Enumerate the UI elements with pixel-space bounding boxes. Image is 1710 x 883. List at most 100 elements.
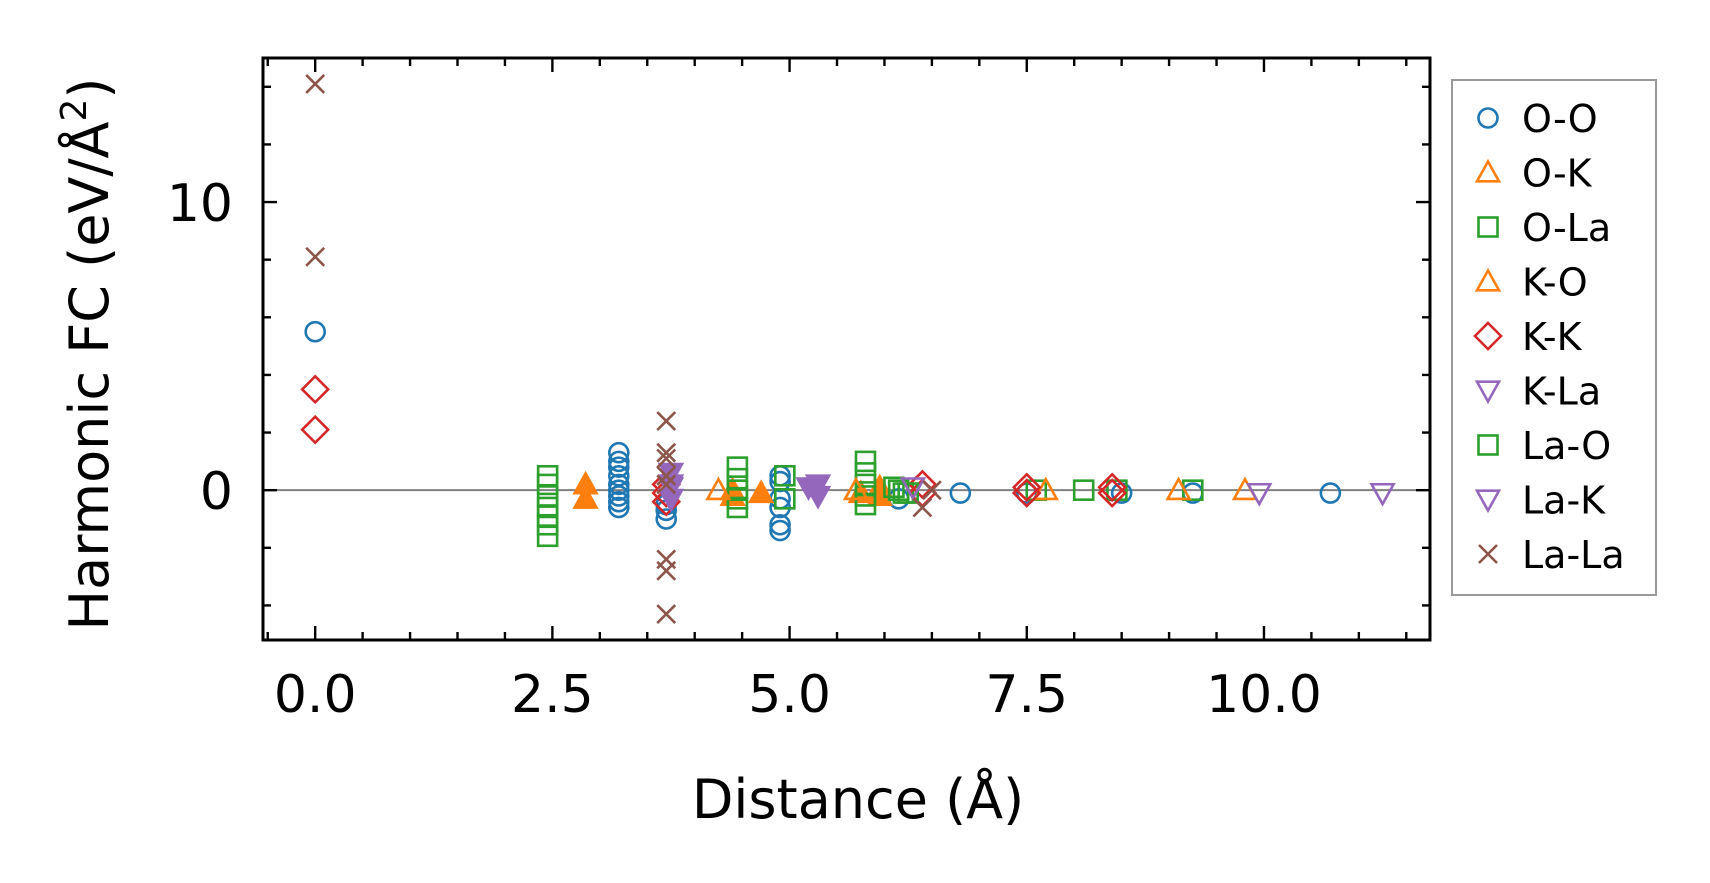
data-point: [1246, 482, 1273, 507]
legend-marker: [1473, 321, 1503, 351]
series-k-k: [300, 374, 1127, 517]
y-axis-label-superscript: 2: [54, 99, 95, 122]
data-point: [705, 476, 732, 501]
legend-entry: K-La: [1474, 370, 1601, 414]
data-point: [1032, 476, 1059, 501]
data-point: [536, 525, 559, 548]
x-tick-label: 10.0: [1206, 665, 1322, 725]
legend-marker: [1477, 434, 1499, 456]
data-point: [607, 450, 630, 473]
legend-entry: La-La: [1478, 533, 1625, 577]
data-point: [536, 513, 559, 536]
x-tick-label: 2.5: [511, 665, 594, 725]
data-point: [607, 490, 630, 513]
data-point: [1011, 472, 1042, 503]
y-tick-label: 10: [167, 174, 233, 234]
data-point: [656, 448, 677, 469]
data-point: [854, 462, 877, 484]
legend-label: K-K: [1522, 315, 1583, 359]
data-point: [769, 513, 791, 536]
legend-label: O-La: [1522, 206, 1611, 250]
legend: O-O O-K O-La K-O K-K K-La La-O La-K La-La: [1451, 79, 1657, 596]
data-point: [1231, 476, 1259, 501]
data-point: [656, 411, 677, 431]
data-point: [305, 74, 326, 94]
data-point: [536, 473, 559, 496]
y-tick-label: 0: [200, 462, 233, 522]
x-axis-label: Distance (Å): [692, 767, 1024, 831]
data-point: [769, 519, 791, 542]
legend-marker: [1477, 107, 1499, 129]
data-point: [897, 482, 919, 504]
data-point: [747, 479, 775, 504]
legend-label: La-K: [1522, 479, 1606, 523]
series-o-la: [536, 450, 1204, 548]
legend-label: K-La: [1522, 370, 1601, 414]
data-point: [854, 450, 877, 473]
data-point: [607, 479, 630, 501]
data-point: [656, 560, 677, 581]
series-o-o: [304, 320, 1342, 542]
legend-entry: La-O: [1477, 424, 1611, 468]
data-point: [656, 474, 677, 495]
data-point: [842, 476, 870, 501]
plot-frame: [261, 56, 1432, 642]
legend-entry: La-K: [1474, 479, 1606, 523]
data-point: [769, 470, 791, 493]
legend-label: K-O: [1522, 261, 1588, 305]
data-point: [804, 474, 832, 499]
data-point: [607, 473, 630, 496]
legend-marker: [1477, 216, 1499, 238]
data-point: [921, 480, 942, 501]
x-tick-label: 0.0: [274, 665, 357, 725]
data-point: [774, 464, 796, 487]
data-point: [656, 442, 677, 463]
legend-marker: [1474, 158, 1502, 183]
legend-label: La-O: [1522, 424, 1611, 468]
data-point: [1369, 482, 1396, 507]
data-point: [300, 374, 331, 405]
data-point: [1319, 482, 1342, 504]
data-point: [1072, 479, 1095, 501]
legend-entry: O-K: [1474, 152, 1593, 196]
legend-marker: [1474, 489, 1502, 514]
legend-marker: [1474, 267, 1502, 292]
legend-entry: O-La: [1477, 206, 1611, 250]
data-point: [907, 469, 938, 500]
legend-label: La-La: [1522, 533, 1625, 577]
y-axis-label: Harmonic FC (eV/Å2): [54, 78, 121, 631]
data-point: [607, 485, 630, 507]
legend-marker: [1478, 544, 1498, 564]
plot-area: [263, 74, 1430, 624]
data-point: [774, 488, 796, 510]
data-point: [949, 482, 972, 504]
data-point: [655, 508, 678, 530]
data-point: [607, 441, 630, 464]
data-point: [607, 456, 630, 478]
data-point: [1165, 476, 1192, 501]
data-point: [304, 320, 326, 343]
data-point: [300, 414, 331, 445]
data-point: [607, 496, 630, 519]
data-point: [1011, 478, 1042, 508]
legend-label: O-O: [1522, 97, 1598, 141]
axes: 0.0 2.5 5.0 7.5 10.0 0 10: [167, 56, 1432, 725]
x-tick-label: 7.5: [985, 665, 1068, 725]
data-point: [656, 604, 677, 624]
data-point: [804, 485, 832, 510]
data-point: [1097, 472, 1127, 503]
data-point: [1097, 478, 1127, 508]
x-tick-label: 5.0: [748, 665, 831, 725]
legend-label: O-K: [1522, 152, 1593, 196]
data-point: [656, 465, 677, 486]
data-point: [305, 246, 326, 267]
data-point: [912, 497, 933, 518]
legend-entry: O-O: [1477, 97, 1598, 141]
legend-marker: [1474, 380, 1502, 405]
data-point: [572, 485, 599, 509]
y-axis-label-close: ): [58, 78, 121, 99]
legend-entry: K-O: [1474, 261, 1588, 305]
data-point: [726, 496, 749, 519]
legend-entry: K-K: [1473, 315, 1583, 359]
